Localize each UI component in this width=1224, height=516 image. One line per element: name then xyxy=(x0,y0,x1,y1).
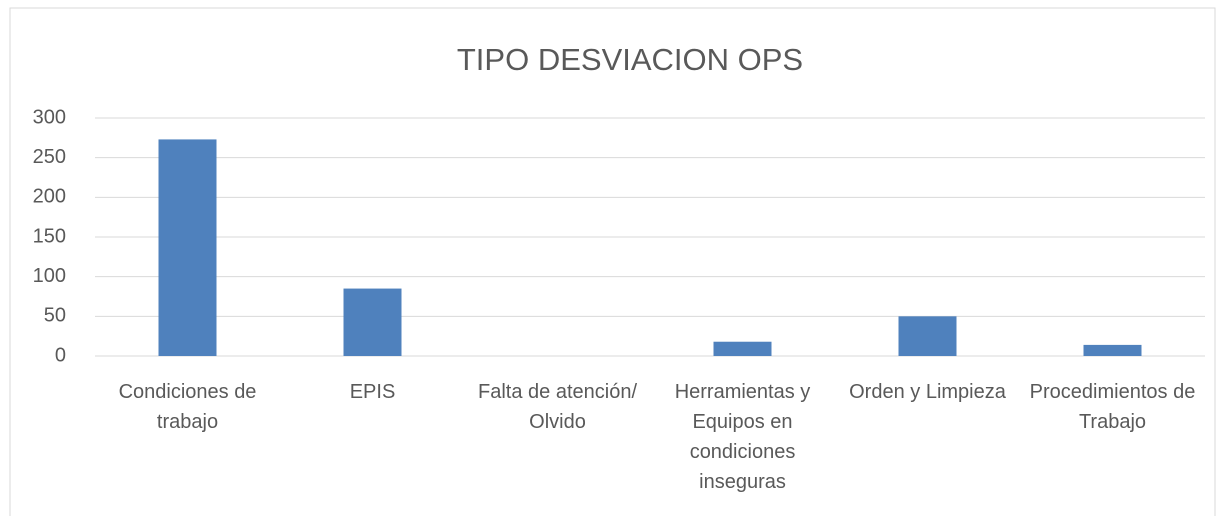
x-tick-label: Falta de atención/ Olvido xyxy=(478,381,637,433)
bar xyxy=(898,316,957,356)
x-tick-label: Condiciones de trabajo xyxy=(118,381,257,433)
x-tick-label: EPIS xyxy=(349,381,396,403)
bar xyxy=(343,288,402,356)
y-tick-label: 250 xyxy=(33,146,66,168)
x-tick-label: Procedimientos de Trabajo xyxy=(1029,381,1196,433)
y-tick-label: 300 xyxy=(33,106,66,128)
y-tick-label: 150 xyxy=(33,225,66,247)
y-tick-label: 100 xyxy=(33,265,66,287)
x-tick-label: Herramientas y Equipos en condiciones in… xyxy=(674,381,811,493)
y-tick-label: 0 xyxy=(55,344,66,366)
x-tick-label: Orden y Limpieza xyxy=(849,381,1006,403)
bar xyxy=(158,139,217,356)
chart-frame xyxy=(9,7,1216,516)
y-tick-label: 200 xyxy=(33,186,66,208)
bar xyxy=(713,341,772,356)
chart-title: TIPO DESVIACION OPS xyxy=(457,42,803,77)
bar xyxy=(1083,344,1142,356)
y-tick-label: 50 xyxy=(44,305,66,327)
